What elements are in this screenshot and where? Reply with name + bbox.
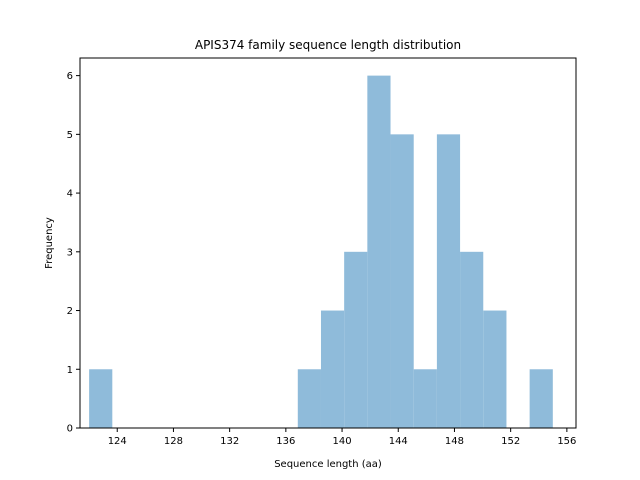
chart-title: APIS374 family sequence length distribut… [195,38,461,52]
x-axis-ticks: 124 128 132 136 140 144 148 152 156 [108,428,576,447]
histogram-bar [390,134,414,428]
plot-frame [79,57,577,429]
histogram-bar [297,369,321,428]
y-tick-label: 0 [67,424,73,435]
histogram-bar [413,369,437,428]
y-tick-label: 6 [67,71,73,82]
histogram-bar [89,369,113,428]
x-tick-label: 140 [333,436,352,447]
x-tick-label: 148 [445,436,464,447]
histogram-bar [460,251,484,428]
x-tick-label: 136 [276,436,295,447]
histogram-bar [436,134,461,428]
y-tick-label: 5 [67,130,73,141]
y-tick-label: 1 [67,365,73,376]
y-axis-label: Frequency [44,217,55,269]
y-tick-label: 2 [67,306,73,317]
y-tick-label: 4 [67,189,73,200]
y-axis-ticks: 0 1 2 3 4 5 6 [67,71,80,435]
histogram-bar [367,75,391,428]
histogram-bar [344,251,368,428]
x-axis-label: Sequence length (aa) [274,459,382,470]
histogram-bar [529,369,553,428]
histogram-bar [320,310,345,428]
x-tick-label: 124 [108,436,127,447]
x-tick-label: 128 [164,436,183,447]
x-tick-label: 144 [389,436,408,447]
y-tick-label: 3 [67,247,73,258]
x-tick-label: 152 [501,436,520,447]
x-tick-label: 132 [220,436,239,447]
histogram-bar [483,310,507,428]
bars-group [89,75,553,428]
x-tick-label: 156 [557,436,576,447]
